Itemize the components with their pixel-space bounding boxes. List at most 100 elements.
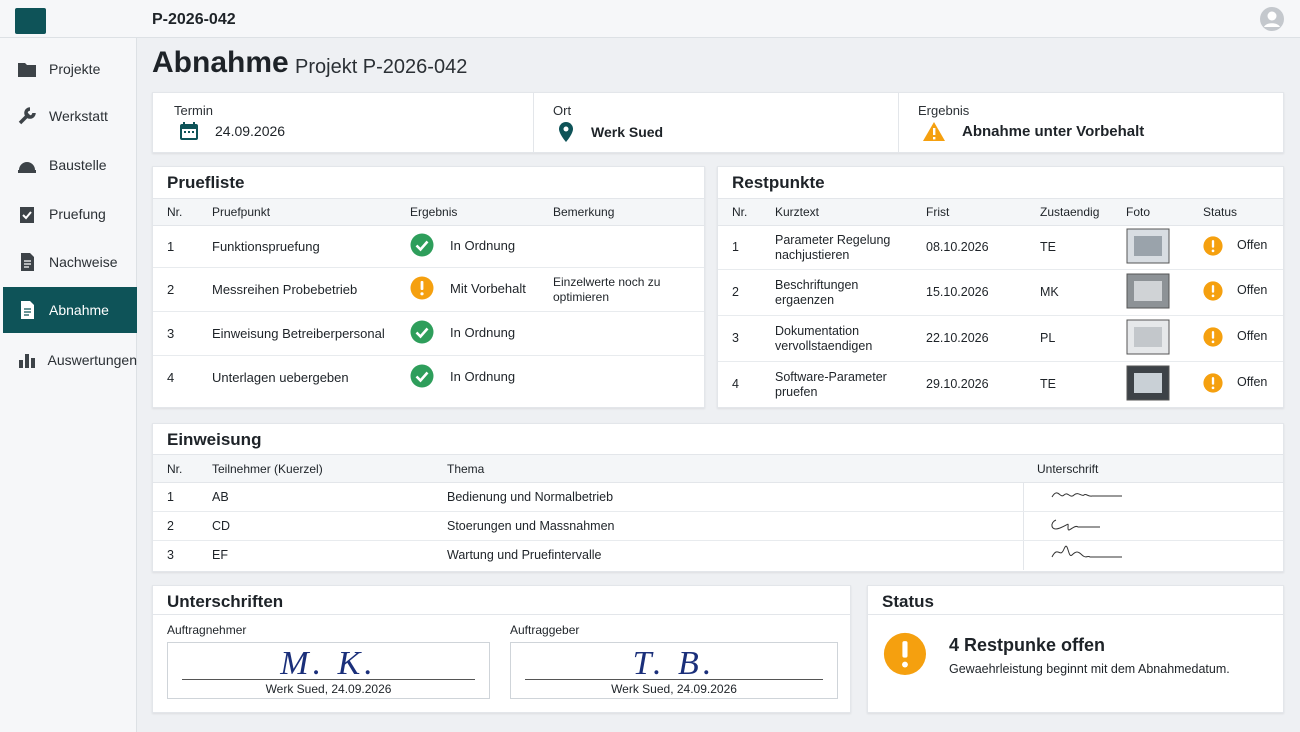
einweisung-card: Einweisung Nr. Teilnehmer (Kuerzel) Thema U… — [152, 423, 1284, 572]
photo-content — [1134, 326, 1162, 347]
cell: 4 — [167, 370, 175, 386]
card-title: Restpunkte — [732, 173, 825, 192]
einweisung-table: Nr. Teilnehmer (Kuerzel) Thema Unterschrift… — [153, 454, 1283, 570]
nav-label: Abnahme — [49, 302, 109, 318]
signature-drawing — [1051, 492, 1122, 498]
cell: 4 — [732, 377, 739, 392]
table-row: 3 EF Wartung und Pruefintervalle — [153, 540, 1283, 570]
pruefliste-table: Nr. Pruefpunkt Ergebnis Bemerkung 1 Funktion… — [153, 198, 704, 400]
status-cell: Offen — [1189, 225, 1283, 270]
info-label: Termin — [174, 103, 214, 118]
signature-cell — [1022, 511, 1283, 541]
cell: 2 — [718, 269, 761, 316]
nav-item[interactable]: Baustelle — [3, 142, 137, 188]
info-value: 24.09.2026 — [215, 123, 286, 139]
card-title: Status — [882, 592, 934, 611]
warning-icon — [1203, 235, 1223, 256]
nav-item[interactable]: Werkstatt — [3, 93, 137, 139]
signature: T. B. — [632, 645, 716, 682]
nav-label: Werkstatt — [49, 108, 108, 124]
cell: TE — [1040, 377, 1056, 392]
info-card: Termin 24.09.2026 Ort Werk Sued Ergebnis… — [152, 92, 1284, 153]
cell: Einweisung Betreiberpersonal — [198, 311, 396, 356]
signer-role: Auftraggeber — [510, 623, 580, 637]
unterschriften-card: Unterschriften Auftragnehmer M. K. Werk … — [152, 585, 851, 713]
user-avatar[interactable] — [1259, 6, 1285, 32]
signature-stroke — [1051, 546, 1122, 558]
cell: 2 — [153, 267, 198, 312]
info-label: Ort — [553, 103, 572, 118]
photo-cell — [1112, 269, 1189, 316]
status: Offen — [1203, 235, 1268, 256]
cell: Bedienung und Normalbetrieb — [433, 482, 1023, 512]
nav-item-active[interactable]: Abnahme — [3, 287, 137, 333]
cell: Wartung und Pruefintervalle — [447, 547, 602, 562]
cell: 1 — [153, 482, 198, 512]
cell: Offen — [1237, 238, 1268, 252]
signature-cell — [1022, 540, 1283, 570]
column-header: Nr. — [718, 198, 761, 226]
status-text: Gewaehrleistung beginnt mit dem Abnahmed… — [949, 662, 1230, 676]
cell: 08.10.2026 — [912, 225, 1026, 270]
signer-role: Auftragnehmer — [167, 623, 247, 637]
column-header: Kurztext — [761, 198, 912, 226]
photo-cell — [1112, 362, 1189, 408]
cell: Unterlagen uebergeben — [212, 370, 349, 386]
cell: 3 — [153, 311, 198, 356]
column-header: Nr. — [153, 454, 198, 483]
table-row: 4 Software-Parameter pruefen 29.10.2026 TE O… — [718, 362, 1283, 408]
status-headline: 4 Restpunke offen — [949, 635, 1106, 655]
signature: M. K. — [280, 645, 377, 682]
warning-glyph — [1203, 373, 1223, 393]
photo-thumbnail[interactable] — [1126, 273, 1170, 309]
logo[interactable] — [15, 8, 46, 34]
cell: In Ordnung — [450, 324, 516, 340]
project-id: P-2026-042 — [152, 11, 236, 28]
cell: Offen — [1237, 329, 1268, 343]
column-header: Ergebnis — [396, 198, 539, 226]
table-row: 3 Dokumentation vervollstaendigen 22.10.20… — [718, 315, 1283, 362]
cell: CD — [198, 511, 433, 541]
cell: In Ordnung — [450, 237, 516, 253]
page-subtitle: Projekt P-2026-042 — [295, 56, 468, 78]
restpunkte-card: Restpunkte Nr. Kurztext Frist Zustaendig Fot… — [717, 166, 1284, 408]
cell: 3 — [167, 547, 174, 562]
cell: AB — [198, 482, 433, 512]
column-header: Zustaendig — [1026, 198, 1112, 226]
signature-caption: Werk Sued, 24.09.2026 — [265, 682, 392, 696]
photo-thumbnail[interactable] — [1126, 365, 1170, 401]
warning-glyph — [1203, 326, 1223, 347]
cell: 15.10.2026 — [912, 269, 1026, 316]
nav-item[interactable]: Pruefung — [3, 191, 137, 237]
photo-thumbnail[interactable] — [1126, 228, 1170, 264]
cell: 3 — [718, 315, 761, 362]
nav-label: Pruefung — [49, 206, 106, 222]
top-bar: P-2026-042 — [0, 0, 1300, 38]
nav-item[interactable]: Projekte — [3, 46, 137, 92]
column-header: Status — [1189, 198, 1283, 226]
calendar-icon — [180, 122, 198, 140]
cell: MK — [1026, 269, 1112, 316]
pruefliste-card: Pruefliste Nr. Pruefpunkt Ergebnis Bemerkun… — [152, 166, 705, 408]
location-icon — [559, 122, 573, 142]
status-warning-icon — [883, 632, 927, 676]
cell: EF — [212, 547, 228, 562]
cell: Parameter Regelung nachjustieren — [761, 225, 912, 270]
nav-label: Projekte — [49, 61, 101, 77]
cell: In Ordnung — [450, 368, 516, 384]
cell: Mit Vorbehalt — [450, 280, 526, 296]
photo-content — [1134, 235, 1162, 256]
warning-icon — [1203, 373, 1223, 393]
photo-thumbnail[interactable] — [1126, 319, 1170, 355]
nav-item[interactable]: Auswertungen — [3, 337, 137, 383]
warning-icon — [410, 276, 434, 300]
warning-glyph — [1203, 235, 1223, 256]
cell: Offen — [1237, 283, 1268, 297]
cell: 22.10.2026 — [912, 315, 1026, 362]
cell: 29.10.2026 — [926, 377, 989, 392]
cell: Messreihen Probebetrieb — [198, 267, 396, 312]
column-header: Pruefpunkt — [198, 198, 396, 226]
nav-item[interactable]: Nachweise — [3, 239, 137, 285]
